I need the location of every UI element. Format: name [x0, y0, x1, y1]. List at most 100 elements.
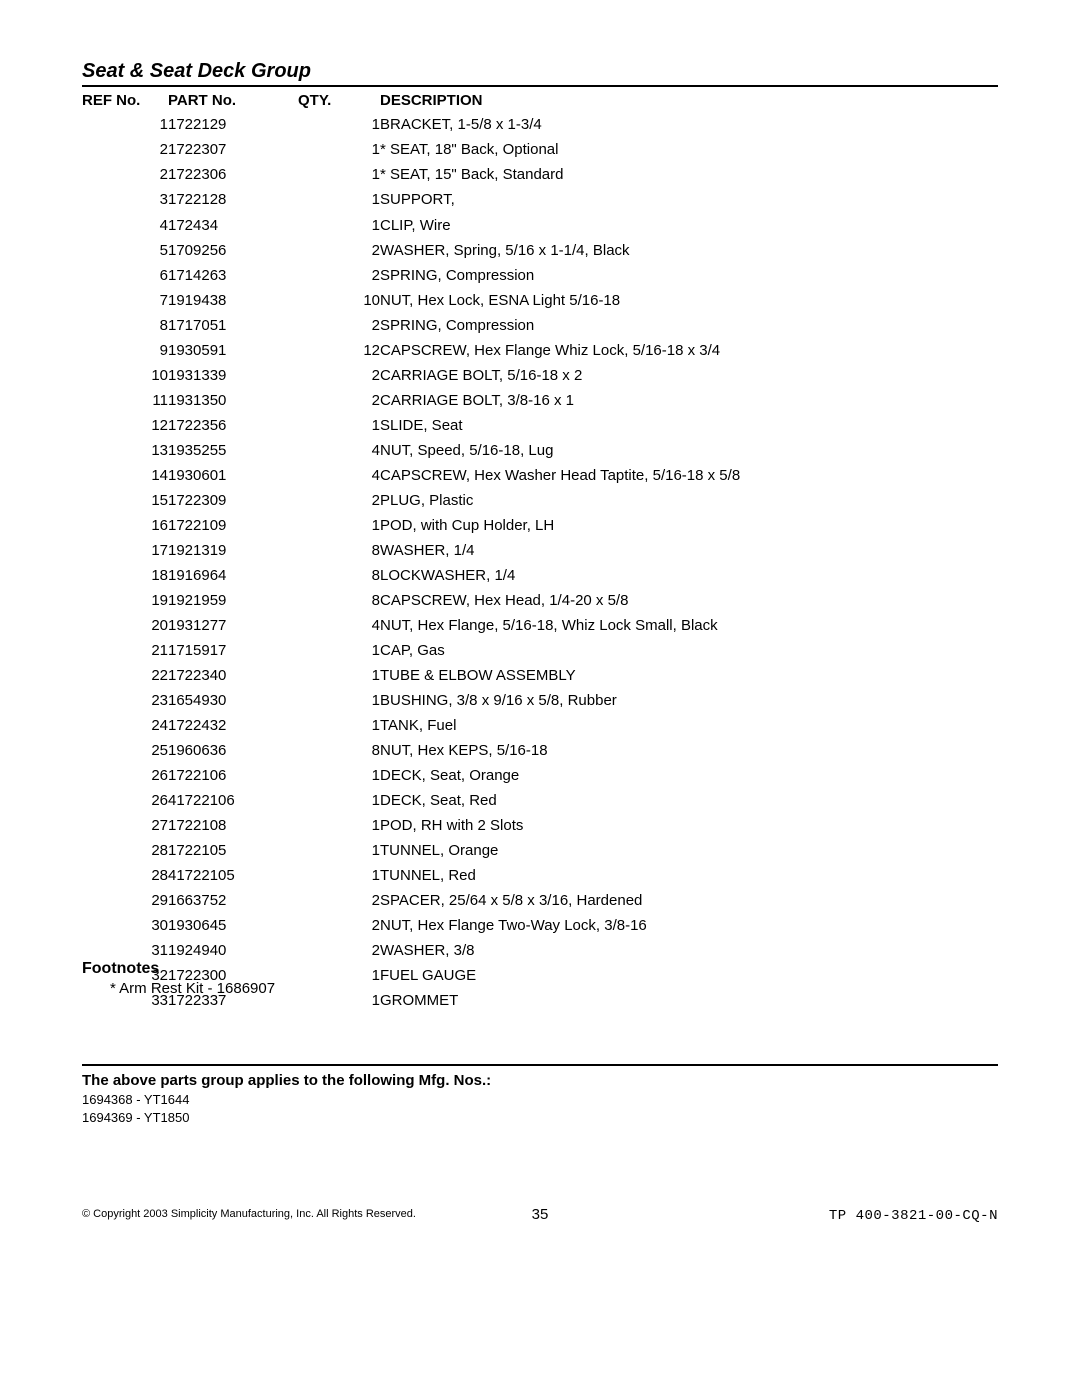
table-row: 2817221051TUNNEL, Orange [82, 839, 998, 864]
cell-ref: 9 [82, 338, 168, 363]
cell-qty: 1 [298, 664, 380, 689]
cell-part: 1722340 [168, 664, 298, 689]
cell-ref: 27 [82, 814, 168, 839]
table-row: 7191943810NUT, Hex Lock, ESNA Light 5/16… [82, 288, 998, 313]
table-row: 1919219598CAPSCREW, Hex Head, 1/4-20 x 5… [82, 589, 998, 614]
table-row: 3019306452NUT, Hex Flange Two-Way Lock, … [82, 914, 998, 939]
cell-ref: 13 [82, 438, 168, 463]
col-header-desc: DESCRIPTION [380, 90, 998, 113]
cell-qty: 1 [298, 138, 380, 163]
table-row: 2217223401TUBE & ELBOW ASSEMBLY [82, 664, 998, 689]
cell-part: 1921959 [168, 589, 298, 614]
cell-qty: 12 [298, 338, 380, 363]
cell-ref: 3 [82, 188, 168, 213]
table-row: 2519606368NUT, Hex KEPS, 5/16-18 [82, 739, 998, 764]
table-row: 1617221091POD, with Cup Holder, LH [82, 514, 998, 539]
cell-qty: 1 [298, 814, 380, 839]
cell-desc: TUNNEL, Red [380, 864, 998, 889]
page-footer: © Copyright 2003 Simplicity Manufacturin… [82, 1206, 998, 1226]
cell-qty: 2 [298, 889, 380, 914]
cell-desc: NUT, Speed, 5/16-18, Lug [380, 438, 998, 463]
group-title: Seat & Seat Deck Group [82, 60, 998, 85]
cell-qty: 1 [298, 639, 380, 664]
cell-qty: 4 [298, 463, 380, 488]
cell-ref: 1 [82, 113, 168, 138]
table-row: 1819169648LOCKWASHER, 1/4 [82, 564, 998, 589]
footer-doc-id: TP 400-3821-00-CQ-N [829, 1208, 998, 1224]
cell-desc: TUNNEL, Orange [380, 839, 998, 864]
cell-ref: 10 [82, 363, 168, 388]
cell-qty: 1 [298, 789, 380, 814]
cell-ref: 17 [82, 539, 168, 564]
cell-part: 1722356 [168, 413, 298, 438]
cell-part: 1654930 [168, 689, 298, 714]
cell-ref: 28 [82, 864, 168, 889]
cell-part: 172434 [168, 213, 298, 238]
cell-ref: 23 [82, 689, 168, 714]
table-row: 217223061* SEAT, 15" Back, Standard [82, 163, 998, 188]
cell-qty: 2 [298, 488, 380, 513]
cell-qty: 1 [298, 163, 380, 188]
cell-ref: 16 [82, 514, 168, 539]
cell-desc: SUPPORT, [380, 188, 998, 213]
cell-desc: BUSHING, 3/8 x 9/16 x 5/8, Rubber [380, 689, 998, 714]
cell-part: 1916964 [168, 564, 298, 589]
cell-qty: 8 [298, 739, 380, 764]
cell-desc: PLUG, Plastic [380, 488, 998, 513]
table-row: 517092562WASHER, Spring, 5/16 x 1-1/4, B… [82, 238, 998, 263]
cell-part: 1709256 [168, 238, 298, 263]
cell-desc: WASHER, Spring, 5/16 x 1-1/4, Black [380, 238, 998, 263]
title-rule [82, 85, 998, 87]
table-row: 1517223092PLUG, Plastic [82, 488, 998, 513]
footnotes-title: Footnotes [82, 960, 998, 978]
table-row: 2117159171CAP, Gas [82, 639, 998, 664]
cell-qty: 1 [298, 188, 380, 213]
table-row: 317221281SUPPORT, [82, 188, 998, 213]
cell-desc: DECK, Seat, Orange [380, 764, 998, 789]
cell-part: 1722306 [168, 163, 298, 188]
cell-desc: TANK, Fuel [380, 714, 998, 739]
cell-desc: CAPSCREW, Hex Head, 1/4-20 x 5/8 [380, 589, 998, 614]
cell-desc: SPRING, Compression [380, 313, 998, 338]
cell-ref: 12 [82, 413, 168, 438]
cell-ref: 25 [82, 739, 168, 764]
cell-qty: 8 [298, 564, 380, 589]
col-header-ref: REF No. [82, 90, 168, 113]
cell-part: 1935255 [168, 438, 298, 463]
cell-part: 1722307 [168, 138, 298, 163]
cell-desc: CARRIAGE BOLT, 3/8-16 x 1 [380, 388, 998, 413]
cell-ref: 26 [82, 764, 168, 789]
cell-ref: 29 [82, 889, 168, 914]
table-row: 1217223561SLIDE, Seat [82, 413, 998, 438]
cell-qty: 1 [298, 213, 380, 238]
cell-part: 1714263 [168, 263, 298, 288]
cell-desc: SPRING, Compression [380, 263, 998, 288]
cell-qty: 1 [298, 864, 380, 889]
cell-desc: * SEAT, 18" Back, Optional [380, 138, 998, 163]
cell-part: 1722309 [168, 488, 298, 513]
cell-ref: 14 [82, 463, 168, 488]
cell-part: 1663752 [168, 889, 298, 914]
page-content: Seat & Seat Deck Group REF No. PART No. … [82, 60, 998, 1014]
cell-qty: 1 [298, 714, 380, 739]
table-row: 217223071* SEAT, 18" Back, Optional [82, 138, 998, 163]
table-row: 1419306014CAPSCREW, Hex Washer Head Tapt… [82, 463, 998, 488]
cell-desc: NUT, Hex KEPS, 5/16-18 [380, 739, 998, 764]
parts-table: REF No. PART No. QTY. DESCRIPTION 117221… [82, 90, 998, 1014]
cell-ref: 19 [82, 589, 168, 614]
cell-ref: 5 [82, 238, 168, 263]
cell-ref: 2 [82, 138, 168, 163]
cell-desc: NUT, Hex Lock, ESNA Light 5/16-18 [380, 288, 998, 313]
cell-part: 1722106 [168, 764, 298, 789]
col-header-qty: QTY. [298, 90, 380, 113]
cell-part: 1930601 [168, 463, 298, 488]
cell-qty: 2 [298, 238, 380, 263]
cell-desc: CAP, Gas [380, 639, 998, 664]
cell-qty: 4 [298, 438, 380, 463]
cell-part: 1715917 [168, 639, 298, 664]
cell-desc: * SEAT, 15" Back, Standard [380, 163, 998, 188]
cell-ref: 15 [82, 488, 168, 513]
mfg-title: The above parts group applies to the fol… [82, 1072, 998, 1089]
cell-qty: 2 [298, 363, 380, 388]
cell-desc: SLIDE, Seat [380, 413, 998, 438]
